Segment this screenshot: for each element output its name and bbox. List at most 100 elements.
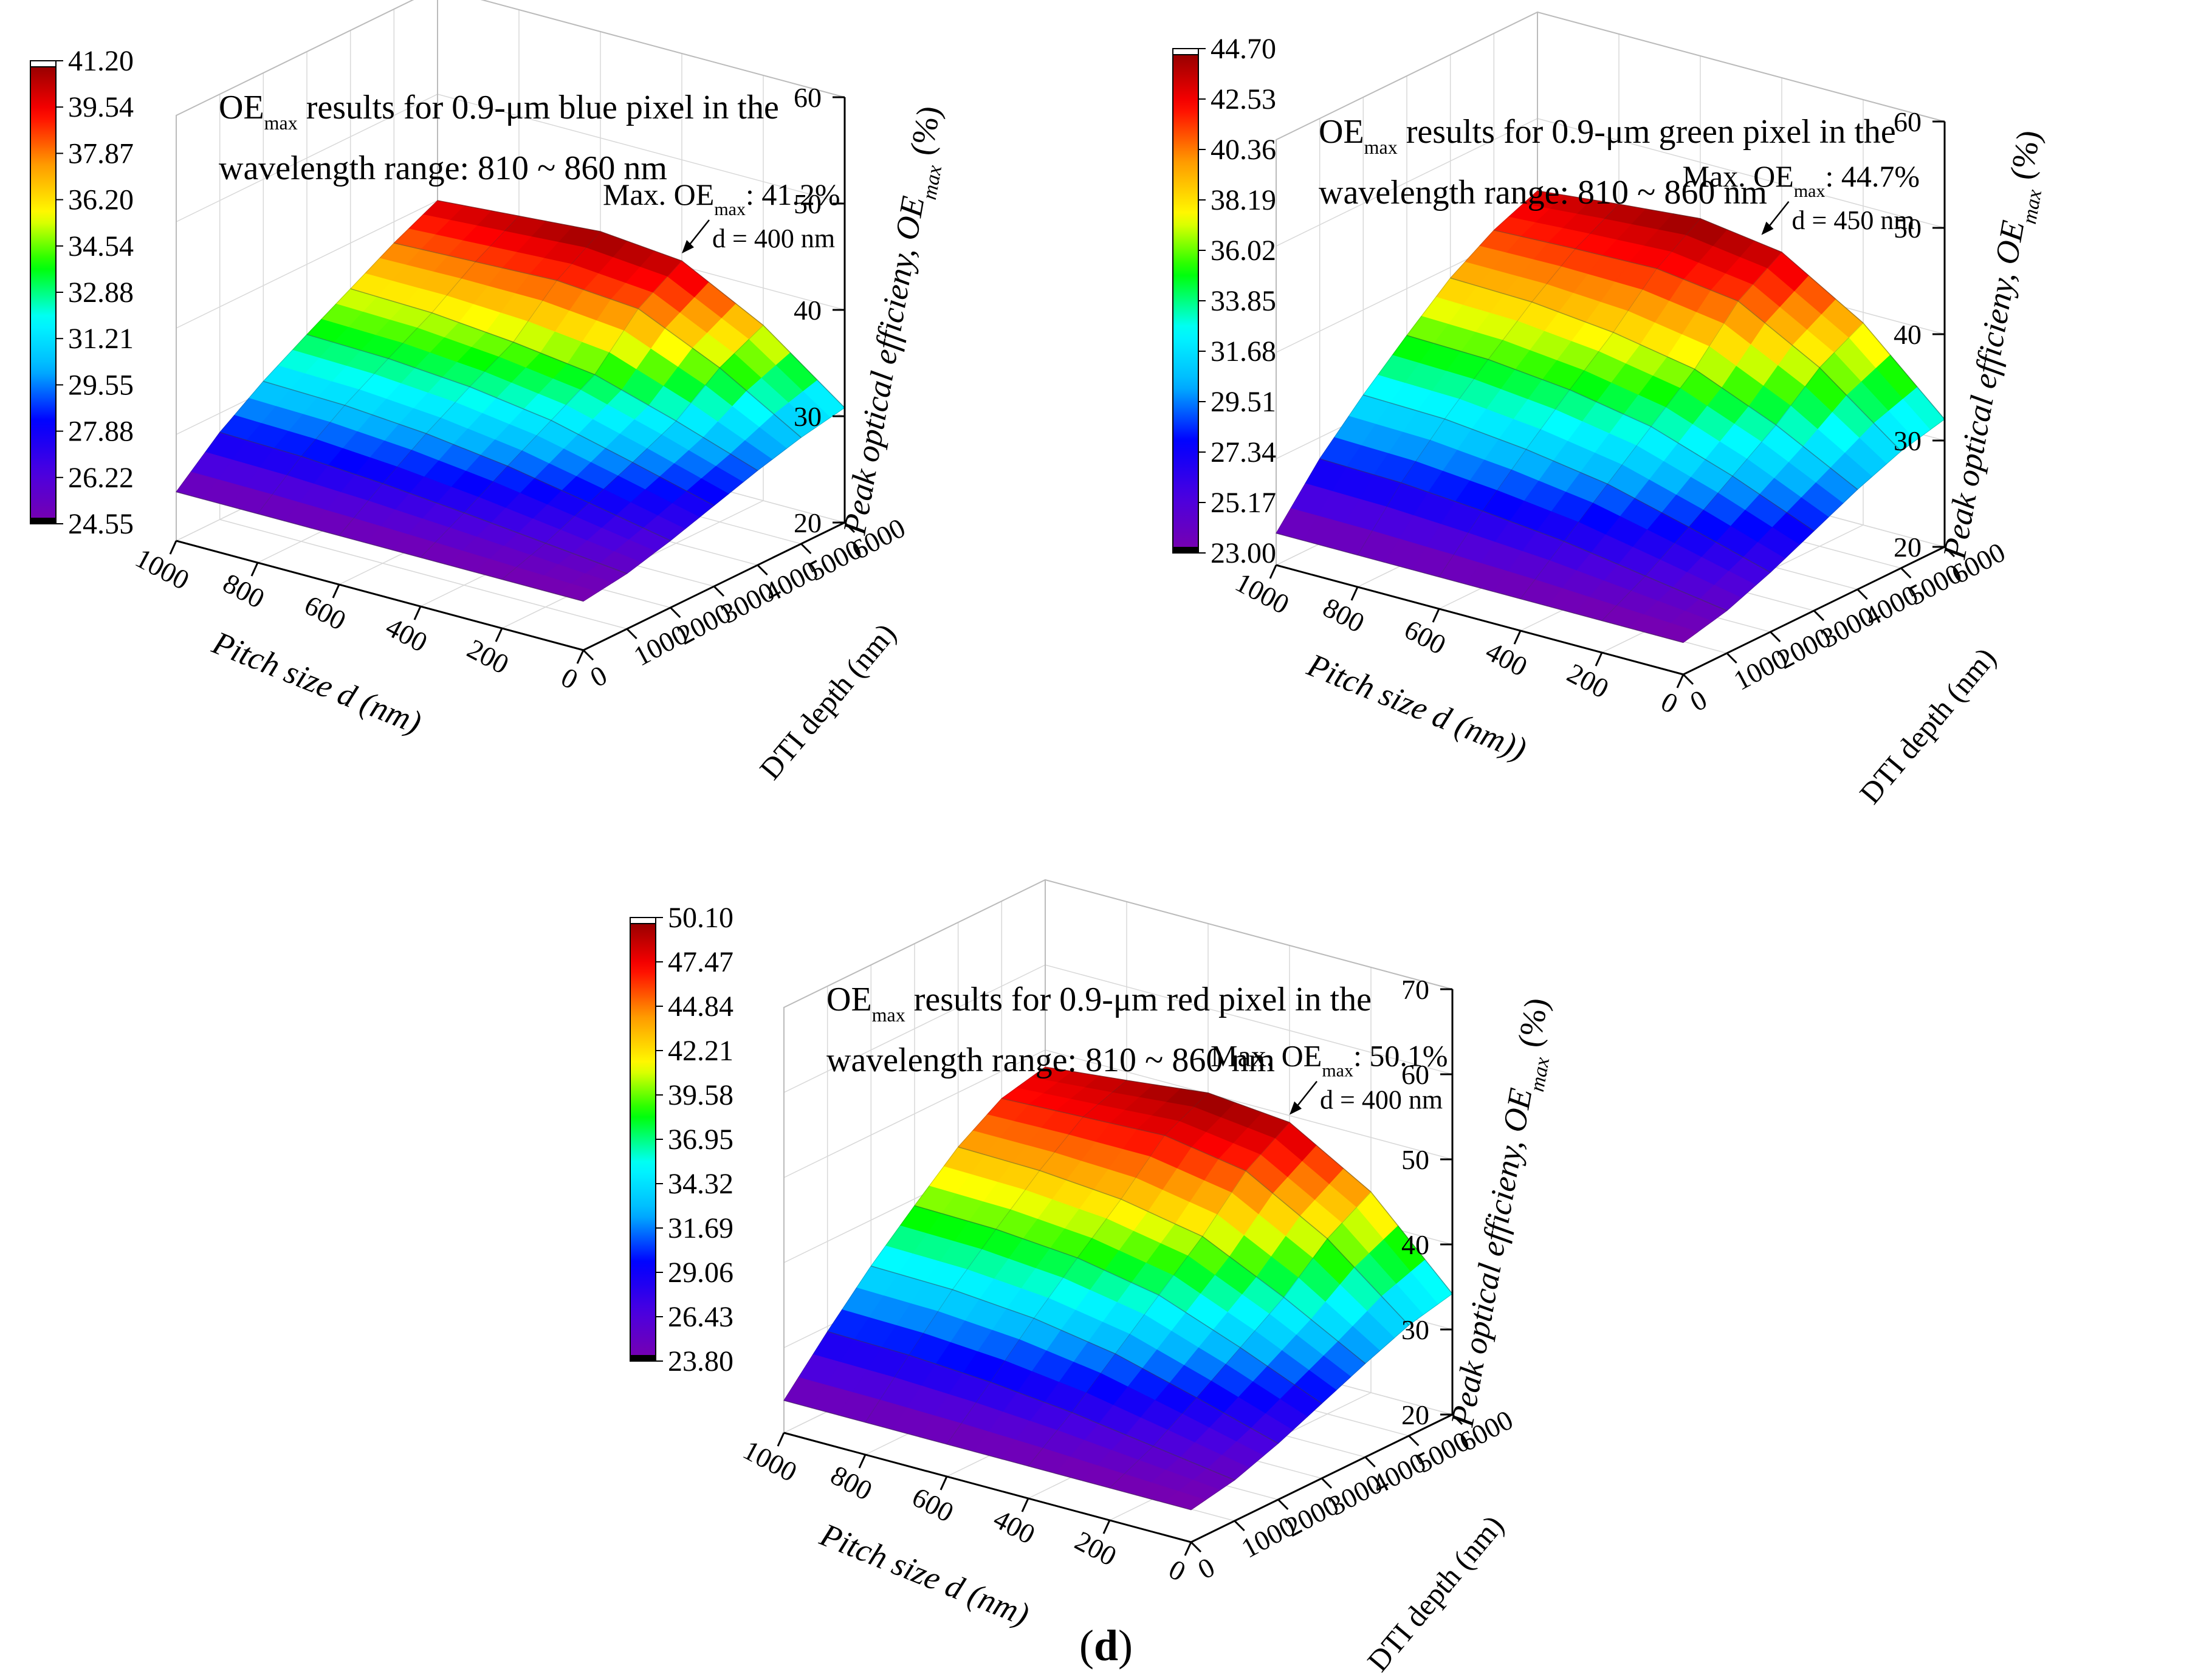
title-sub: max <box>872 1004 905 1026</box>
anno-value: : 41.2% <box>746 177 840 211</box>
pitch-tick-label: 400 <box>381 611 433 658</box>
z-label-text: Peak optical efficieny, <box>1443 1128 1531 1430</box>
surface-mesh-line <box>263 380 671 541</box>
surface-mesh-line <box>1363 394 1771 573</box>
z-label-sub: max <box>1525 1055 1553 1093</box>
panel-title-line1: OEmax results for 0.9-μm blue pixel in t… <box>219 89 779 134</box>
surface <box>1276 190 1945 643</box>
z-label-text: Peak optical efficieny, <box>836 236 924 538</box>
surface-mesh-line <box>338 231 601 536</box>
panel-title-line1: OEmax results for 0.9-μm green pixel in … <box>1319 113 1896 158</box>
surface <box>783 1066 1453 1511</box>
colorbar-tick-label: 32.88 <box>68 276 134 309</box>
colorbar: 44.70 42.53 40.36 38.19 36.02 33.85 31.68 29.51… <box>1172 33 1276 569</box>
z-label-sub: max <box>918 163 946 201</box>
pitch-axis-line <box>1276 564 1684 676</box>
surface-mesh-line <box>1109 1192 1372 1489</box>
pitch-tick-label: 800 <box>1318 592 1370 639</box>
z-axis-label: Peak optical efficieny, OEmax (%) <box>1443 995 1564 1432</box>
pitch-tick-label: 0 <box>1656 685 1683 719</box>
colorbar-tick-label: 34.32 <box>668 1168 733 1200</box>
z-tick-label: 50 <box>1401 1144 1429 1175</box>
z-tick-label: 20 <box>1894 532 1922 563</box>
pitch-tick <box>1021 1498 1029 1512</box>
colorbar-tick-label: 29.06 <box>668 1257 733 1289</box>
title-sub: max <box>1364 136 1398 158</box>
anno-sub: max <box>1794 180 1826 201</box>
surface-mesh-line <box>871 1265 1279 1444</box>
dti-tick <box>1364 1456 1376 1468</box>
anno-prefix: Max. OE <box>603 177 714 211</box>
pitch-tick <box>1676 674 1685 688</box>
dti-tick <box>1234 1520 1245 1532</box>
pitch-tick <box>1102 1520 1111 1534</box>
z-tick-label: 60 <box>1401 1059 1429 1090</box>
colorbar-tick-label: 47.47 <box>668 946 733 978</box>
surface-mesh-line <box>501 324 764 580</box>
z-label-sub: max <box>2018 188 2045 225</box>
surface-mesh-line <box>176 200 438 492</box>
anno-value: : 50.1% <box>1353 1039 1448 1073</box>
pitch-tick <box>1513 630 1522 645</box>
pitch-tick <box>1432 608 1440 623</box>
anno-prefix: Max. OE <box>1683 159 1794 193</box>
pitch-tick <box>332 584 340 599</box>
title-oe: OE <box>1319 113 1364 151</box>
max-annotation: Max. OEmax: 44.7% <box>1683 159 1920 201</box>
pitch-tick <box>250 562 259 577</box>
surface-mesh-line <box>394 242 802 438</box>
panel-title-line2: wavelength range: 810 ~ 860 nm <box>1319 174 1767 211</box>
anno-prefix: Max. OE <box>1211 1039 1322 1073</box>
colorbar-tick-label: 23.80 <box>668 1345 733 1377</box>
z-tick-label: 30 <box>1401 1314 1429 1345</box>
z-tick-label: 50 <box>794 188 822 219</box>
surface-patch <box>555 583 599 602</box>
pitch-tick-label: 0 <box>1164 1553 1190 1587</box>
colorbar-tick-label: 26.43 <box>668 1301 733 1333</box>
panel-title-line2: wavelength range: 810 ~ 860 nm <box>219 149 667 187</box>
colorbar-tick-label: 36.95 <box>668 1123 733 1156</box>
pitch-tick-label: 200 <box>1070 1525 1122 1572</box>
surface-mesh-line <box>583 407 845 602</box>
pitch-tick-label: 200 <box>462 633 514 680</box>
colorbar-tick-label: 26.22 <box>68 462 134 494</box>
dti-tick <box>1190 1541 1202 1553</box>
z-tick-label: 60 <box>1894 106 1922 137</box>
max-d-annotation: d = 450 nm <box>1792 205 1915 235</box>
surface-mesh-line <box>437 200 845 408</box>
anno-sub: max <box>714 199 746 219</box>
dti-tick <box>843 521 856 533</box>
z-label-oe: OE <box>1496 1085 1539 1134</box>
max-annotation: Max. OEmax: 41.2% <box>603 177 840 219</box>
dti-axis-label: DTI depth (nm) <box>1361 1509 1510 1674</box>
surface-mesh-line <box>176 491 584 602</box>
z-axis-label: Peak optical efficieny, OEmax (%) <box>836 103 956 540</box>
colorbar-over <box>630 917 656 924</box>
pitch-tick <box>939 1476 948 1490</box>
caption-close: ) <box>1118 1621 1133 1670</box>
anno-value: : 44.7% <box>1825 159 1920 193</box>
surface-mesh-line <box>1520 252 1782 599</box>
colorbar-under <box>1173 547 1198 553</box>
colorbar-under <box>30 518 56 524</box>
max-d-annotation: d = 400 nm <box>1320 1085 1443 1115</box>
colorbar-bar <box>1172 48 1199 554</box>
anno-sub: max <box>1322 1060 1353 1080</box>
surface <box>176 200 845 602</box>
colorbar-tick-label: 38.19 <box>1211 184 1276 216</box>
pitch-tick <box>1595 652 1603 667</box>
z-axis-label: Peak optical efficieny, OEmax (%) <box>1935 128 2056 564</box>
pitch-tick <box>858 1454 867 1469</box>
colorbar-tick-label: 23.00 <box>1211 537 1276 569</box>
dti-axis-label: DTI depth (nm) <box>1853 641 2002 811</box>
z-label-unit: (%) <box>2001 128 2047 190</box>
z-tick-label: 70 <box>1401 974 1429 1005</box>
dti-tick-label: 0 <box>1193 1551 1220 1585</box>
surface-mesh-line <box>1406 335 1815 532</box>
colorbar-over <box>1172 48 1199 55</box>
colorbar: 41.20 39.54 37.87 36.20 34.54 32.88 31.21 29.55… <box>30 45 134 540</box>
title-oe: OE <box>219 89 264 126</box>
dti-tick <box>1277 1498 1289 1511</box>
pitch-axis-line <box>176 540 584 651</box>
title-rest: results for 0.9-μm green pixel in the <box>1398 113 1896 151</box>
